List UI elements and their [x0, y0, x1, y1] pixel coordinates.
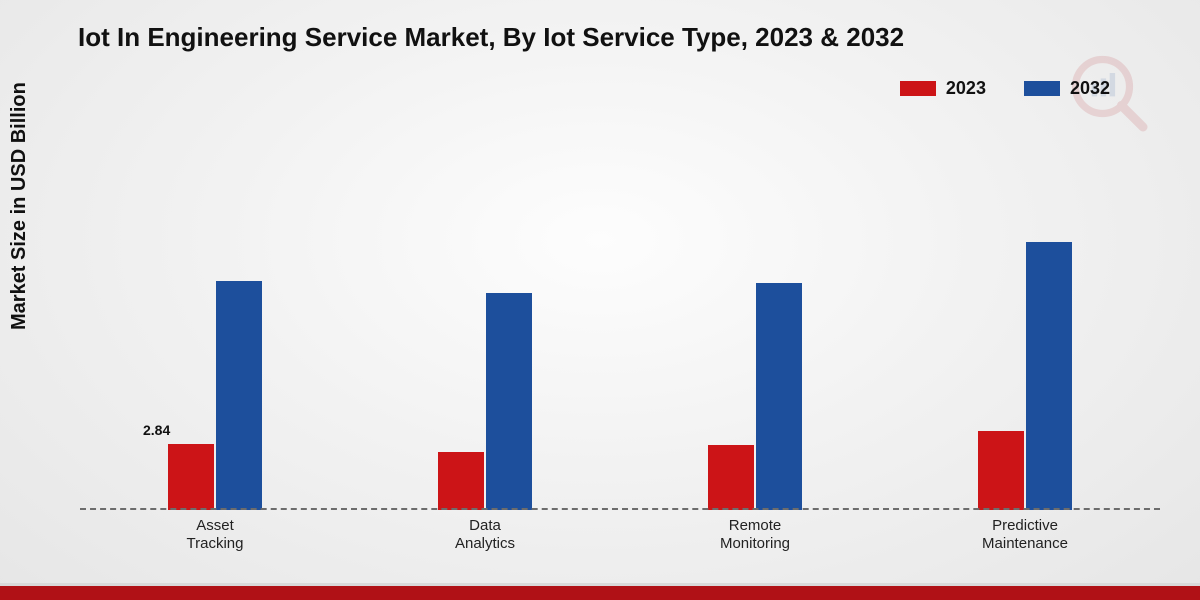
x-label: Asset Tracking — [80, 517, 350, 555]
group-remote-monitoring — [620, 140, 890, 510]
legend-label-2023: 2023 — [946, 78, 986, 99]
legend-item-2023: 2023 — [900, 78, 986, 99]
chart-canvas: Iot In Engineering Service Market, By Io… — [0, 0, 1200, 600]
legend-item-2032: 2032 — [1024, 78, 1110, 99]
group-asset-tracking: 2.84 — [80, 140, 350, 510]
x-label-line2: Analytics — [455, 535, 515, 552]
x-axis-baseline — [80, 508, 1160, 510]
legend-swatch-2023 — [900, 81, 936, 96]
x-label-line1: Asset — [196, 517, 234, 534]
legend: 2023 2032 — [900, 78, 1110, 99]
x-label-line2: Monitoring — [720, 535, 790, 552]
x-label: Predictive Maintenance — [890, 517, 1160, 555]
bar-2032 — [486, 293, 532, 510]
y-axis-label: Market Size in USD Billion — [8, 82, 31, 330]
x-label-line1: Remote — [729, 517, 782, 534]
x-label-line2: Maintenance — [982, 535, 1068, 552]
bar-2023 — [168, 444, 214, 510]
legend-label-2032: 2032 — [1070, 78, 1110, 99]
x-label-line1: Data — [469, 517, 501, 534]
legend-swatch-2032 — [1024, 81, 1060, 96]
chart-title: Iot In Engineering Service Market, By Io… — [78, 22, 904, 53]
x-label: Remote Monitoring — [620, 517, 890, 555]
group-predictive-maintenance — [890, 140, 1160, 510]
x-label-line1: Predictive — [992, 517, 1058, 534]
x-label: Data Analytics — [350, 517, 620, 555]
group-data-analytics — [350, 140, 620, 510]
value-label: 2.84 — [143, 422, 170, 438]
bar-2032 — [1026, 242, 1072, 510]
x-axis-labels: Asset Tracking Data Analytics Remote Mon… — [80, 517, 1160, 555]
bar-2023 — [708, 445, 754, 510]
x-label-line2: Tracking — [187, 535, 244, 552]
footer-strip — [0, 586, 1200, 600]
plot-area: 2.84 — [80, 140, 1160, 510]
bar-2032 — [756, 283, 802, 510]
bar-2032 — [216, 281, 262, 510]
bar-2023 — [438, 452, 484, 510]
bar-2023 — [978, 431, 1024, 510]
bar-groups: 2.84 — [80, 140, 1160, 510]
